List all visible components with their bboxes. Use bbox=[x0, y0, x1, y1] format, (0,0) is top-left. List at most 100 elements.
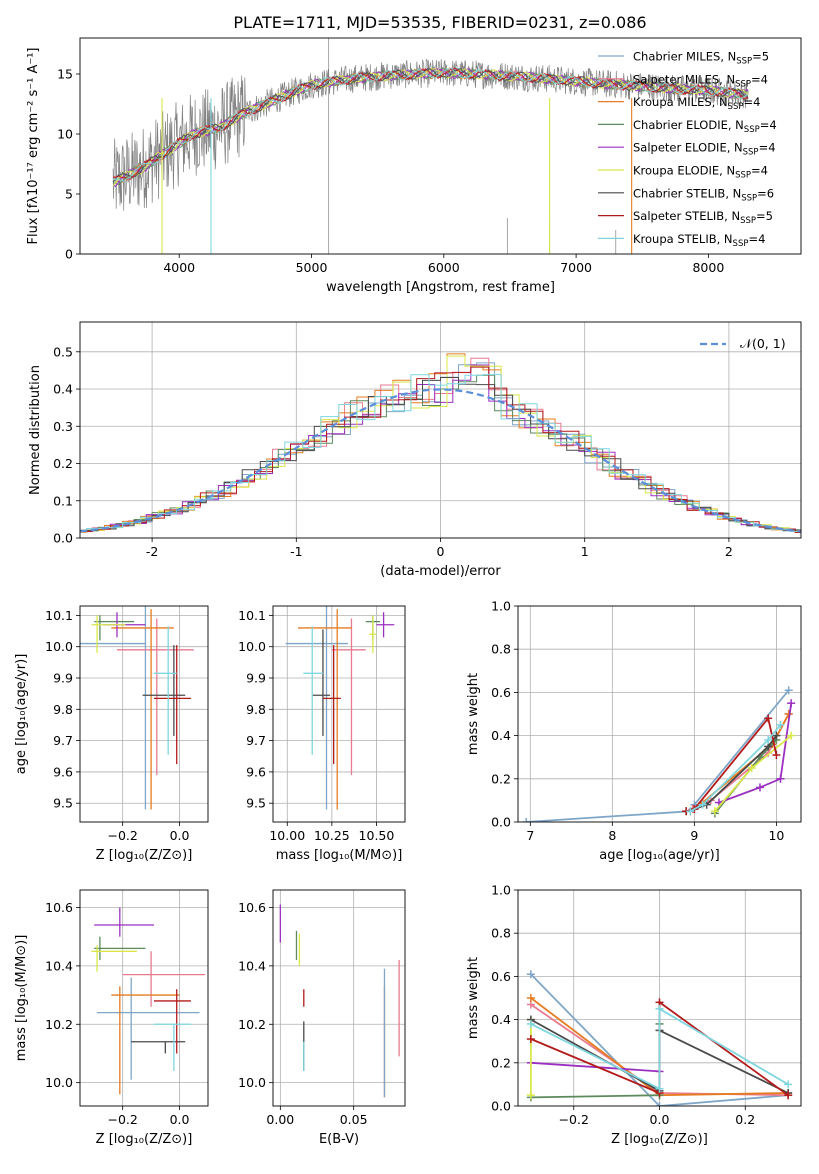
y-tick-label: 9.9 bbox=[53, 671, 73, 686]
y-tick-label: 10.6 bbox=[238, 900, 266, 915]
legend-label-name: Chabrier STELIB, N bbox=[633, 186, 741, 200]
y-tick-label: 9.5 bbox=[53, 796, 73, 811]
y-tick-label: 10.0 bbox=[238, 1075, 266, 1090]
y-axis-label: Normed distribution bbox=[28, 365, 43, 495]
legend-label-name: Salpeter MILES, N bbox=[633, 72, 735, 86]
y-tick-label: 9.6 bbox=[53, 764, 73, 779]
x-axis-label: Z [log₁₀(Z/Z⊙)] bbox=[96, 1132, 193, 1147]
x-tick-label: 2 bbox=[725, 544, 733, 559]
y-tick-label: 0.4 bbox=[491, 728, 511, 743]
y-tick-label: 15 bbox=[57, 67, 73, 82]
y-tick-label: 10.4 bbox=[238, 958, 266, 973]
x-tick-label: 0.00 bbox=[266, 1112, 294, 1127]
y-tick-label: 9.7 bbox=[53, 733, 73, 748]
y-tick-label: 0.3 bbox=[53, 419, 73, 434]
x-tick-label: 6000 bbox=[428, 260, 460, 275]
x-tick-label: 8 bbox=[608, 828, 616, 843]
legend-label-sub: SSP bbox=[740, 216, 756, 226]
y-axis-label: mass weight bbox=[466, 957, 481, 1039]
legend-label-name: Kroupa ELODIE, N bbox=[633, 164, 735, 178]
figure-title: PLATE=1711, MJD=53535, FIBERID=0231, z=0… bbox=[233, 13, 646, 32]
legend-label-name: Salpeter STELIB, N bbox=[633, 209, 740, 223]
x-axis-label: E(B-V) bbox=[319, 1132, 359, 1147]
legend-label-name: Kroupa STELIB, N bbox=[633, 232, 733, 246]
y-axis-label: mass [log₁₀(M/M⊙)] bbox=[14, 935, 29, 1062]
y-tick-label: 10.0 bbox=[45, 639, 73, 654]
legend-label-tail: =5 bbox=[752, 50, 769, 64]
x-tick-label: 10.25 bbox=[314, 828, 350, 843]
x-axis-label: wavelength [Angstrom, rest frame] bbox=[326, 280, 555, 295]
x-tick-label: 0.0 bbox=[170, 828, 190, 843]
y-tick-label: 10.0 bbox=[238, 639, 266, 654]
y-tick-label: 9.8 bbox=[53, 702, 73, 717]
legend-label-name: Salpeter ELODIE, N bbox=[633, 141, 743, 155]
y-tick-label: 0.6 bbox=[491, 685, 511, 700]
y-tick-label: 0.4 bbox=[491, 1012, 511, 1027]
y-tick-label: 0.6 bbox=[491, 969, 511, 984]
y-tick-label: 0 bbox=[65, 247, 73, 262]
x-tick-label: 4000 bbox=[163, 260, 195, 275]
y-tick-label: 9.5 bbox=[246, 796, 266, 811]
x-tick-label: 0.2 bbox=[735, 1112, 755, 1127]
legend-label-sub: SSP bbox=[736, 57, 752, 67]
legend-label-name: Chabrier MILES, N bbox=[633, 50, 736, 64]
y-tick-label: 0.8 bbox=[491, 926, 511, 941]
x-axis-label: Z [log₁₀(Z/Z⊙)] bbox=[611, 1132, 708, 1147]
x-tick-label: 5000 bbox=[296, 260, 328, 275]
legend-label-sub: SSP bbox=[728, 102, 744, 112]
x-tick-label: −0.2 bbox=[107, 1112, 137, 1127]
x-tick-label: 10.00 bbox=[269, 828, 305, 843]
x-axis-label: Z [log₁₀(Z/Z⊙)] bbox=[96, 848, 193, 863]
y-tick-label: 9.6 bbox=[246, 764, 266, 779]
y-tick-label: 0.5 bbox=[53, 344, 73, 359]
x-tick-label: 0.0 bbox=[170, 1112, 190, 1127]
y-tick-label: 0.0 bbox=[491, 815, 511, 830]
legend-label-sub: SSP bbox=[743, 148, 759, 158]
legend-label-tail: =5 bbox=[756, 209, 773, 223]
y-tick-label: 1.0 bbox=[491, 599, 511, 614]
x-tick-label: 1 bbox=[581, 544, 589, 559]
legend-label-name: Kroupa MILES, N bbox=[633, 95, 728, 109]
y-tick-label: 0.2 bbox=[491, 1055, 511, 1070]
x-tick-label: 10 bbox=[768, 828, 784, 843]
x-tick-label: -2 bbox=[146, 544, 158, 559]
y-tick-label: 10.6 bbox=[45, 900, 73, 915]
legend-label-tail: =4 bbox=[743, 95, 760, 109]
x-tick-label: -1 bbox=[290, 544, 302, 559]
y-tick-label: 10.2 bbox=[238, 1017, 266, 1032]
legend-label-sub: SSP bbox=[735, 171, 751, 181]
y-axis-label: mass weight bbox=[466, 673, 481, 755]
y-tick-label: 5 bbox=[65, 187, 73, 202]
x-tick-label: 9 bbox=[690, 828, 698, 843]
y-tick-label: 0.0 bbox=[53, 531, 73, 546]
legend-gauss-label: 𝒩(0, 1) bbox=[740, 336, 786, 351]
x-axis-label: mass [log₁₀(M/M⊙)] bbox=[276, 848, 403, 863]
legend-label-name: Chabrier ELODIE, N bbox=[633, 118, 744, 132]
x-tick-label: −0.2 bbox=[107, 828, 137, 843]
y-tick-label: 0.2 bbox=[491, 771, 511, 786]
y-tick-label: 0.4 bbox=[53, 382, 73, 397]
legend-label-sub: SSP bbox=[733, 239, 749, 249]
x-axis-label: (data-model)/error bbox=[380, 564, 501, 579]
x-tick-label: 8000 bbox=[692, 260, 724, 275]
x-axis-label: age [log₁₀(age/yr)] bbox=[599, 848, 720, 863]
y-tick-label: 10.4 bbox=[45, 958, 73, 973]
y-tick-label: 9.9 bbox=[246, 671, 266, 686]
x-tick-label: 10.50 bbox=[359, 828, 395, 843]
x-tick-label: 0.05 bbox=[340, 1112, 368, 1127]
legend-label-tail: =4 bbox=[751, 72, 768, 86]
legend-label-tail: =6 bbox=[757, 186, 774, 200]
legend-label-tail: =4 bbox=[760, 118, 777, 132]
y-axis-label: age [log₁₀(age/yr)] bbox=[14, 654, 29, 775]
y-tick-label: 1.0 bbox=[491, 883, 511, 898]
y-tick-label: 0.8 bbox=[491, 642, 511, 657]
y-tick-label: 0.0 bbox=[491, 1099, 511, 1114]
y-tick-label: 10 bbox=[57, 127, 73, 142]
legend-label-sub: SSP bbox=[744, 125, 760, 135]
legend-label-sub: SSP bbox=[741, 193, 757, 203]
x-tick-label: 7 bbox=[526, 828, 534, 843]
y-tick-label: 10.1 bbox=[238, 608, 266, 623]
x-tick-label: 7000 bbox=[560, 260, 592, 275]
